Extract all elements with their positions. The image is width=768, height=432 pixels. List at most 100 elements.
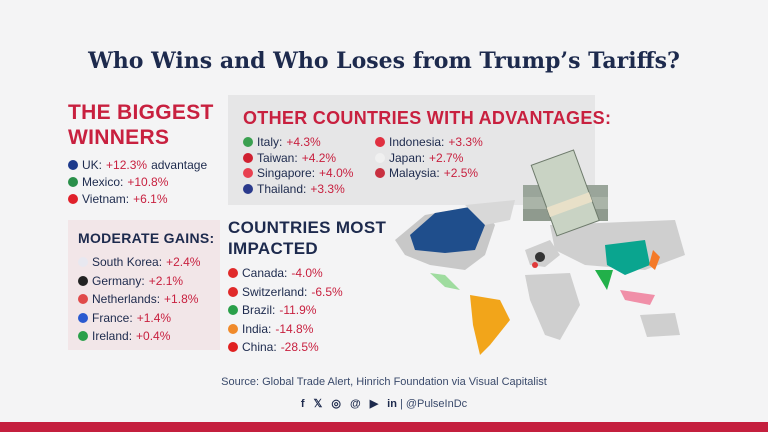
youtube-icon[interactable]: ▶ xyxy=(369,398,379,410)
map-canada xyxy=(410,207,485,253)
map-india xyxy=(595,270,613,290)
value: -11.9% xyxy=(279,303,317,317)
footer-bar xyxy=(0,422,768,432)
list-item: Japan: +2.7% xyxy=(375,151,463,165)
country-label: Japan: xyxy=(389,150,426,165)
mexico-flag-icon xyxy=(68,177,78,187)
country-label: Italy: xyxy=(257,135,283,149)
south-korea-flag-icon xyxy=(78,257,88,267)
money-stack-image xyxy=(523,149,608,237)
list-item: Thailand: +3.3% xyxy=(243,182,345,196)
country-label: India: xyxy=(242,321,272,336)
india-flag-icon xyxy=(228,323,238,334)
switzerland-flag-icon xyxy=(228,286,238,297)
map-switzerland xyxy=(532,262,538,268)
country-label: France: xyxy=(92,310,133,325)
list-item: Indonesia: +3.3% xyxy=(375,135,483,149)
list-item: India: -14.8% xyxy=(228,322,313,336)
country-label: Singapore: xyxy=(257,166,316,180)
singapore-flag-icon xyxy=(243,168,253,178)
taiwan-flag-icon xyxy=(243,152,253,163)
threads-icon[interactable]: @ xyxy=(349,397,361,410)
country-label: UK: xyxy=(82,158,103,172)
map-brazil xyxy=(470,295,510,355)
list-item: Vietnam: +6.1% xyxy=(68,192,168,206)
value: -4.0% xyxy=(291,266,323,280)
page-title: Who Wins and Who Loses from Trump’s Tari… xyxy=(88,48,680,74)
value: -6.5% xyxy=(311,284,343,299)
list-item: Taiwan: +4.2% xyxy=(243,151,336,165)
list-item: Switzerland: -6.5% xyxy=(228,285,343,299)
heading-line: IMPACTED xyxy=(228,239,318,258)
country-label: Canada: xyxy=(242,266,288,280)
value: +3.3% xyxy=(448,135,483,149)
map-germany xyxy=(535,252,545,262)
biggest-winners-heading: THE BIGGEST WINNERS xyxy=(68,100,214,150)
list-item: Italy: +4.3% xyxy=(243,135,321,149)
value: -14.8% xyxy=(275,321,314,336)
value: +3.3% xyxy=(310,181,345,196)
value: +1.4% xyxy=(136,310,172,325)
value: +4.3% xyxy=(286,135,321,149)
value: +6.1% xyxy=(133,192,168,206)
germany-flag-icon xyxy=(78,275,88,286)
country-label: Vietnam: xyxy=(82,192,130,206)
map-australia xyxy=(640,313,680,337)
country-label: Mexico: xyxy=(82,175,124,189)
x-icon[interactable]: 𝕏 xyxy=(313,398,323,410)
heading-line: THE BIGGEST xyxy=(68,101,214,124)
list-item: Singapore: +4.0% xyxy=(243,166,353,180)
uk-flag-icon xyxy=(68,160,78,170)
linkedin-icon[interactable]: in xyxy=(387,397,397,410)
instagram-icon[interactable]: ◎ xyxy=(331,398,341,410)
japan-flag-icon xyxy=(375,152,385,163)
china-flag-icon xyxy=(228,342,238,352)
country-label: South Korea: xyxy=(92,255,163,269)
other-countries-heading: OTHER COUNTRIES WITH ADVANTAGES: xyxy=(243,108,612,128)
value: +2.5% xyxy=(443,166,479,180)
country-label: Taiwan: xyxy=(257,150,298,165)
canada-flag-icon xyxy=(228,268,238,278)
vietnam-flag-icon xyxy=(68,194,78,204)
source-text: Source: Global Trade Alert, Hinrich Foun… xyxy=(221,376,547,388)
social-bar: f 𝕏 ◎ @ ▶ in | @PulseInDc xyxy=(0,397,768,411)
country-label: Netherlands: xyxy=(92,292,161,306)
value: +1.8% xyxy=(164,292,199,306)
country-label: Switzerland: xyxy=(242,284,308,299)
moderate-gains-box xyxy=(68,220,220,350)
country-label: Ireland: xyxy=(92,329,133,343)
country-label: Indonesia: xyxy=(389,135,445,149)
map-southeast-asia xyxy=(620,290,655,305)
thailand-flag-icon xyxy=(243,183,253,194)
country-label: Germany: xyxy=(92,273,145,288)
value: +2.1% xyxy=(148,273,184,288)
value: +4.0% xyxy=(319,166,354,180)
list-item: Brazil: -11.9% xyxy=(228,303,316,317)
value: +2.7% xyxy=(429,150,464,165)
list-item: Netherlands: +1.8% xyxy=(78,292,198,306)
value: -28.5% xyxy=(280,340,319,354)
italy-flag-icon xyxy=(243,137,253,147)
list-item: Ireland: +0.4% xyxy=(78,329,170,343)
map-greenland xyxy=(465,200,515,225)
world-map xyxy=(395,200,685,355)
value: +10.8% xyxy=(127,175,169,189)
country-label: China: xyxy=(242,340,277,354)
map-japan xyxy=(649,250,660,270)
value: +4.2% xyxy=(301,150,337,165)
malaysia-flag-icon xyxy=(375,168,385,178)
country-label: Malaysia: xyxy=(389,166,440,180)
suffix: advantage xyxy=(151,158,208,172)
heading-line: COUNTRIES MOST xyxy=(228,218,387,237)
list-item: South Korea: +2.4% xyxy=(78,255,200,269)
moderate-gains-heading: MODERATE GAINS: xyxy=(78,230,215,246)
brazil-flag-icon xyxy=(228,305,238,315)
list-item: Malaysia: +2.5% xyxy=(375,166,478,180)
social-handle: | @PulseInDc xyxy=(399,397,468,410)
value: +2.4% xyxy=(166,255,201,269)
netherlands-flag-icon xyxy=(78,294,88,304)
france-flag-icon xyxy=(78,312,88,323)
facebook-icon[interactable]: f xyxy=(300,397,305,410)
map-china xyxy=(605,240,650,275)
heading-line: WINNERS xyxy=(68,126,170,149)
